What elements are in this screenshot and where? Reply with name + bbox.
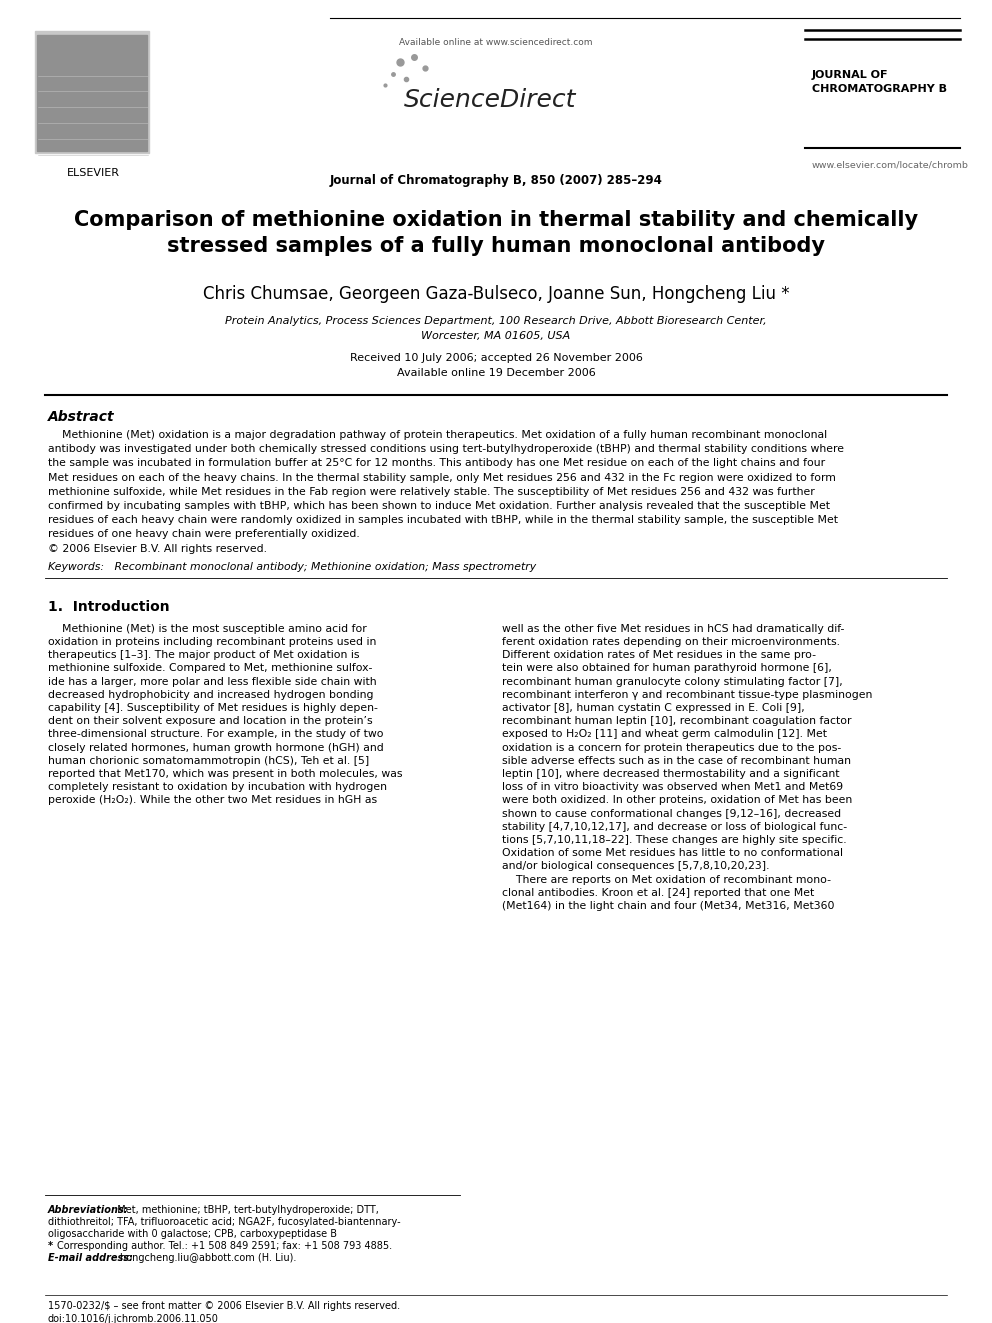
- Text: recombinant human leptin [10], recombinant coagulation factor: recombinant human leptin [10], recombina…: [502, 716, 851, 726]
- Text: Available online at www.sciencedirect.com: Available online at www.sciencedirect.co…: [399, 38, 593, 48]
- Text: ferent oxidation rates depending on their microenvironments.: ferent oxidation rates depending on thei…: [502, 636, 840, 647]
- Text: closely related hormones, human growth hormone (hGH) and: closely related hormones, human growth h…: [48, 742, 384, 753]
- Text: loss of in vitro bioactivity was observed when Met1 and Met69: loss of in vitro bioactivity was observe…: [502, 782, 843, 792]
- Text: oligosaccharide with 0 galactose; CPB, carboxypeptidase B: oligosaccharide with 0 galactose; CPB, c…: [48, 1229, 337, 1240]
- Text: dent on their solvent exposure and location in the protein’s: dent on their solvent exposure and locat…: [48, 716, 373, 726]
- Text: stability [4,7,10,12,17], and decrease or loss of biological func-: stability [4,7,10,12,17], and decrease o…: [502, 822, 847, 832]
- Text: Available online 19 December 2006: Available online 19 December 2006: [397, 368, 595, 378]
- Text: hongcheng.liu@abbott.com (H. Liu).: hongcheng.liu@abbott.com (H. Liu).: [120, 1253, 297, 1263]
- Text: activator [8], human cystatin C expressed in E. Coli [9],: activator [8], human cystatin C expresse…: [502, 703, 805, 713]
- Text: residues of one heavy chain were preferentially oxidized.: residues of one heavy chain were prefere…: [48, 529, 360, 540]
- Text: methionine sulfoxide, while Met residues in the Fab region were relatively stabl: methionine sulfoxide, while Met residues…: [48, 487, 814, 497]
- Text: *: *: [48, 1241, 57, 1252]
- Text: completely resistant to oxidation by incubation with hydrogen: completely resistant to oxidation by inc…: [48, 782, 387, 792]
- Text: Chris Chumsae, Georgeen Gaza-Bulseco, Joanne Sun, Hongcheng Liu *: Chris Chumsae, Georgeen Gaza-Bulseco, Jo…: [202, 284, 790, 303]
- Text: confirmed by incubating samples with tBHP, which has been shown to induce Met ox: confirmed by incubating samples with tBH…: [48, 501, 830, 511]
- Text: human chorionic somatomammotropin (hCS), Teh et al. [5]: human chorionic somatomammotropin (hCS),…: [48, 755, 369, 766]
- Text: www.elsevier.com/locate/chromb: www.elsevier.com/locate/chromb: [812, 160, 969, 169]
- Text: Abstract: Abstract: [48, 410, 115, 423]
- Text: recombinant interferon γ and recombinant tissue-type plasminogen: recombinant interferon γ and recombinant…: [502, 689, 872, 700]
- Text: Met residues on each of the heavy chains. In the thermal stability sample, only : Met residues on each of the heavy chains…: [48, 472, 836, 483]
- Text: There are reports on Met oxidation of recombinant mono-: There are reports on Met oxidation of re…: [502, 875, 831, 885]
- Text: ELSEVIER: ELSEVIER: [66, 168, 119, 179]
- Text: JOURNAL OF
CHROMATOGRAPHY B: JOURNAL OF CHROMATOGRAPHY B: [812, 70, 947, 94]
- Text: residues of each heavy chain were randomly oxidized in samples incubated with tB: residues of each heavy chain were random…: [48, 515, 838, 525]
- Text: Protein Analytics, Process Sciences Department, 100 Research Drive, Abbott Biore: Protein Analytics, Process Sciences Depa…: [225, 316, 767, 325]
- Text: E-mail address:: E-mail address:: [48, 1253, 136, 1263]
- Text: shown to cause conformational changes [9,12–16], decreased: shown to cause conformational changes [9…: [502, 808, 841, 819]
- Text: methionine sulfoxide. Compared to Met, methionine sulfox-: methionine sulfoxide. Compared to Met, m…: [48, 663, 372, 673]
- Text: Met, methionine; tBHP, tert-butylhydroperoxide; DTT,: Met, methionine; tBHP, tert-butylhydrope…: [111, 1205, 379, 1215]
- Text: peroxide (H₂O₂). While the other two Met residues in hGH as: peroxide (H₂O₂). While the other two Met…: [48, 795, 377, 806]
- Text: capability [4]. Susceptibility of Met residues is highly depen-: capability [4]. Susceptibility of Met re…: [48, 703, 378, 713]
- Text: the sample was incubated in formulation buffer at 25°C for 12 months. This antib: the sample was incubated in formulation …: [48, 458, 825, 468]
- Text: recombinant human granulocyte colony stimulating factor [7],: recombinant human granulocyte colony sti…: [502, 676, 843, 687]
- Text: ide has a larger, more polar and less flexible side chain with: ide has a larger, more polar and less fl…: [48, 676, 377, 687]
- Text: sible adverse effects such as in the case of recombinant human: sible adverse effects such as in the cas…: [502, 755, 851, 766]
- Text: Oxidation of some Met residues has little to no conformational: Oxidation of some Met residues has littl…: [502, 848, 843, 859]
- Bar: [37, 34, 147, 151]
- Text: Methionine (Met) oxidation is a major degradation pathway of protein therapeutic: Methionine (Met) oxidation is a major de…: [48, 430, 827, 441]
- Text: clonal antibodies. Kroon et al. [24] reported that one Met: clonal antibodies. Kroon et al. [24] rep…: [502, 888, 814, 898]
- Text: Corresponding author. Tel.: +1 508 849 2591; fax: +1 508 793 4885.: Corresponding author. Tel.: +1 508 849 2…: [57, 1241, 392, 1252]
- Text: ScienceDirect: ScienceDirect: [404, 89, 576, 112]
- Text: leptin [10], where decreased thermostability and a significant: leptin [10], where decreased thermostabi…: [502, 769, 839, 779]
- Text: tions [5,7,10,11,18–22]. These changes are highly site specific.: tions [5,7,10,11,18–22]. These changes a…: [502, 835, 846, 845]
- Text: Journal of Chromatography B, 850 (2007) 285–294: Journal of Chromatography B, 850 (2007) …: [329, 175, 663, 187]
- Text: 1570-0232/$ – see front matter © 2006 Elsevier B.V. All rights reserved.: 1570-0232/$ – see front matter © 2006 El…: [48, 1301, 400, 1311]
- Text: tein were also obtained for human parathyroid hormone [6],: tein were also obtained for human parath…: [502, 663, 832, 673]
- Text: antibody was investigated under both chemically stressed conditions using tert-b: antibody was investigated under both che…: [48, 445, 844, 454]
- Text: Methionine (Met) is the most susceptible amino acid for: Methionine (Met) is the most susceptible…: [48, 624, 367, 634]
- Text: Worcester, MA 01605, USA: Worcester, MA 01605, USA: [422, 331, 570, 341]
- Text: Abbreviations:: Abbreviations:: [48, 1205, 129, 1215]
- Text: three-dimensional structure. For example, in the study of two: three-dimensional structure. For example…: [48, 729, 384, 740]
- Text: decreased hydrophobicity and increased hydrogen bonding: decreased hydrophobicity and increased h…: [48, 689, 374, 700]
- Text: oxidation in proteins including recombinant proteins used in: oxidation in proteins including recombin…: [48, 636, 376, 647]
- Text: © 2006 Elsevier B.V. All rights reserved.: © 2006 Elsevier B.V. All rights reserved…: [48, 544, 267, 553]
- Text: dithiothreitol; TFA, trifluoroacetic acid; NGA2F, fucosylated-biantennary-: dithiothreitol; TFA, trifluoroacetic aci…: [48, 1217, 401, 1226]
- Text: exposed to H₂O₂ [11] and wheat germ calmodulin [12]. Met: exposed to H₂O₂ [11] and wheat germ calm…: [502, 729, 827, 740]
- Text: doi:10.1016/j.jchromb.2006.11.050: doi:10.1016/j.jchromb.2006.11.050: [48, 1314, 219, 1323]
- Text: and/or biological consequences [5,7,8,10,20,23].: and/or biological consequences [5,7,8,10…: [502, 861, 770, 872]
- Text: well as the other five Met residues in hCS had dramatically dif-: well as the other five Met residues in h…: [502, 624, 844, 634]
- Text: Different oxidation rates of Met residues in the same pro-: Different oxidation rates of Met residue…: [502, 650, 816, 660]
- Text: Received 10 July 2006; accepted 26 November 2006: Received 10 July 2006; accepted 26 Novem…: [349, 353, 643, 363]
- Bar: [35, 32, 149, 153]
- Text: therapeutics [1–3]. The major product of Met oxidation is: therapeutics [1–3]. The major product of…: [48, 650, 359, 660]
- Text: were both oxidized. In other proteins, oxidation of Met has been: were both oxidized. In other proteins, o…: [502, 795, 852, 806]
- Text: 1.  Introduction: 1. Introduction: [48, 599, 170, 614]
- Text: oxidation is a concern for protein therapeutics due to the pos-: oxidation is a concern for protein thera…: [502, 742, 841, 753]
- Text: Keywords:   Recombinant monoclonal antibody; Methionine oxidation; Mass spectrom: Keywords: Recombinant monoclonal antibod…: [48, 562, 536, 572]
- Text: reported that Met170, which was present in both molecules, was: reported that Met170, which was present …: [48, 769, 403, 779]
- Text: (Met164) in the light chain and four (Met34, Met316, Met360: (Met164) in the light chain and four (Me…: [502, 901, 834, 912]
- Text: Comparison of methionine oxidation in thermal stability and chemically
stressed : Comparison of methionine oxidation in th…: [74, 210, 918, 255]
